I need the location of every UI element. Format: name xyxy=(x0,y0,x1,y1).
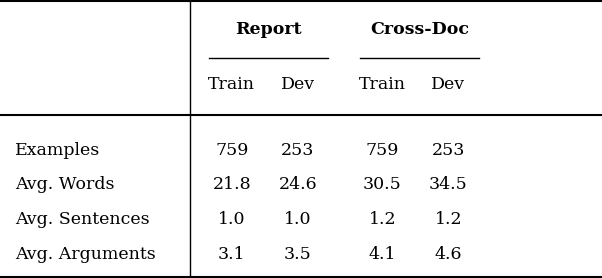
Text: Dev: Dev xyxy=(432,76,465,93)
Text: 4.6: 4.6 xyxy=(435,246,462,263)
Text: 3.5: 3.5 xyxy=(284,246,312,263)
Text: 253: 253 xyxy=(281,142,315,159)
Text: Examples: Examples xyxy=(15,142,101,159)
Text: Avg. Sentences: Avg. Sentences xyxy=(15,211,150,228)
Text: Cross-Doc: Cross-Doc xyxy=(370,21,469,38)
Text: 253: 253 xyxy=(432,142,465,159)
Text: 759: 759 xyxy=(365,142,399,159)
Text: Avg. Arguments: Avg. Arguments xyxy=(15,246,156,263)
Text: 759: 759 xyxy=(215,142,249,159)
Text: 30.5: 30.5 xyxy=(363,176,402,193)
Text: 34.5: 34.5 xyxy=(429,176,468,193)
Text: Report: Report xyxy=(235,21,302,38)
Text: 4.1: 4.1 xyxy=(368,246,396,263)
Text: 1.0: 1.0 xyxy=(284,211,312,228)
Text: 1.2: 1.2 xyxy=(368,211,396,228)
Text: 1.0: 1.0 xyxy=(218,211,246,228)
Text: 24.6: 24.6 xyxy=(279,176,317,193)
Text: 21.8: 21.8 xyxy=(213,176,251,193)
Text: 3.1: 3.1 xyxy=(218,246,246,263)
Text: Train: Train xyxy=(208,76,255,93)
Text: Dev: Dev xyxy=(281,76,315,93)
Text: 1.2: 1.2 xyxy=(435,211,462,228)
Text: Train: Train xyxy=(359,76,406,93)
Text: Avg. Words: Avg. Words xyxy=(15,176,114,193)
